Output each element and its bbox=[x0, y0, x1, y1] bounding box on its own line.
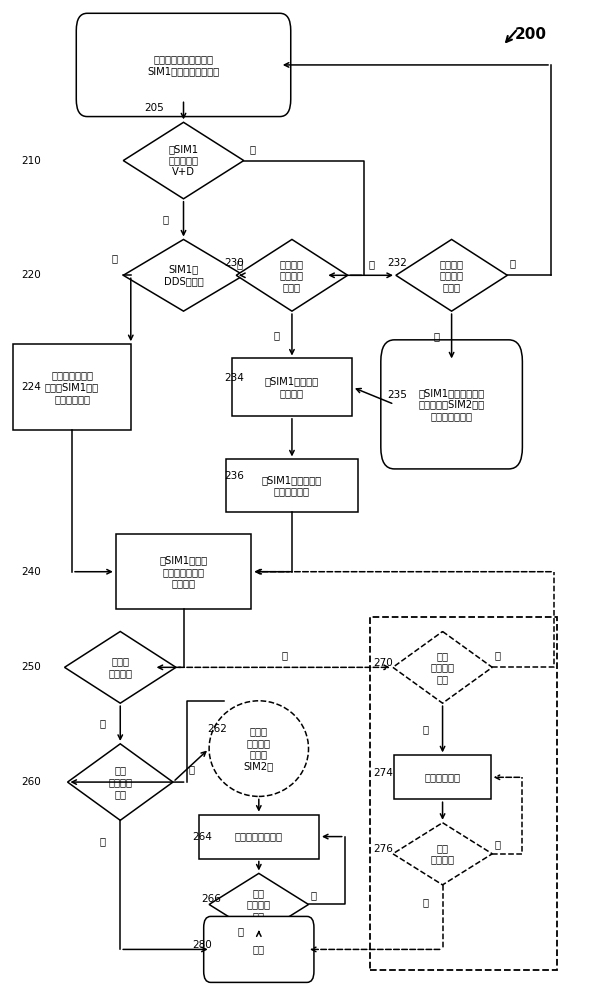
Text: 维持语音呼叫: 维持语音呼叫 bbox=[424, 772, 461, 782]
Text: 是: 是 bbox=[274, 330, 280, 340]
Polygon shape bbox=[393, 631, 492, 703]
Text: 是: 是 bbox=[434, 331, 440, 341]
Text: 266: 266 bbox=[202, 894, 221, 904]
Text: 260: 260 bbox=[21, 777, 41, 787]
Text: 280: 280 bbox=[193, 940, 212, 950]
Text: 自动动态
数据服务
可用？: 自动动态 数据服务 可用？ bbox=[280, 259, 304, 292]
Text: 210: 210 bbox=[21, 156, 41, 166]
Text: 否: 否 bbox=[369, 259, 375, 269]
Text: 选择手动
动态数据
服务？: 选择手动 动态数据 服务？ bbox=[440, 259, 463, 292]
Text: 数据
服务会话
结束: 数据 服务会话 结束 bbox=[430, 651, 455, 684]
Text: 否: 否 bbox=[282, 650, 288, 660]
Text: 200: 200 bbox=[515, 27, 547, 42]
Text: 结束
语音呼叫: 结束 语音呼叫 bbox=[430, 843, 455, 865]
Text: 230: 230 bbox=[224, 258, 244, 268]
Polygon shape bbox=[237, 239, 348, 311]
Text: 是: 是 bbox=[238, 926, 244, 936]
Text: 234: 234 bbox=[224, 373, 244, 383]
Text: 235: 235 bbox=[387, 390, 407, 400]
Bar bbox=[199, 815, 319, 859]
Polygon shape bbox=[123, 239, 244, 311]
Text: 250: 250 bbox=[21, 662, 41, 672]
Polygon shape bbox=[209, 873, 308, 936]
Text: 是: 是 bbox=[162, 214, 168, 224]
Text: 在SIM1上维持
语音呼叫和数据
服务会话: 在SIM1上维持 语音呼叫和数据 服务会话 bbox=[159, 555, 207, 588]
Text: 否: 否 bbox=[494, 650, 500, 660]
Text: 270: 270 bbox=[373, 658, 393, 668]
Text: 随同数据服务会
话，在SIM1上连
接到语音呼叫: 随同数据服务会 话，在SIM1上连 接到语音呼叫 bbox=[45, 371, 99, 404]
Text: 在数据服务会话期间在
SIM1上的语音呼叫接收: 在数据服务会话期间在 SIM1上的语音呼叫接收 bbox=[148, 54, 219, 76]
Text: 224: 224 bbox=[21, 382, 41, 392]
Text: 205: 205 bbox=[144, 103, 164, 113]
Text: 262: 262 bbox=[207, 724, 227, 734]
Text: 结束
数据服务
会话: 结束 数据服务 会话 bbox=[247, 888, 271, 921]
Text: 在SIM1上连接到语音
呼叫，或在SIM2上维
持数据服务会话: 在SIM1上连接到语音 呼叫，或在SIM2上维 持数据服务会话 bbox=[418, 388, 485, 421]
Bar bbox=[370, 617, 557, 970]
Text: 276: 276 bbox=[373, 844, 393, 854]
Text: 否: 否 bbox=[494, 839, 500, 849]
Text: 236: 236 bbox=[224, 471, 244, 481]
Text: 否: 否 bbox=[509, 258, 515, 268]
Text: 否: 否 bbox=[250, 144, 256, 154]
Text: 是: 是 bbox=[111, 253, 117, 263]
Text: 是: 是 bbox=[423, 724, 429, 734]
Text: 在SIM1上重新建立
数据服务会话: 在SIM1上重新建立 数据服务会话 bbox=[262, 475, 322, 496]
Text: 否: 否 bbox=[310, 890, 316, 900]
Bar bbox=[116, 534, 251, 609]
Polygon shape bbox=[396, 239, 507, 311]
FancyBboxPatch shape bbox=[381, 340, 522, 469]
FancyBboxPatch shape bbox=[204, 916, 314, 982]
Text: 结束: 结束 bbox=[253, 944, 265, 954]
Polygon shape bbox=[123, 122, 244, 199]
Polygon shape bbox=[67, 744, 173, 820]
Bar bbox=[232, 358, 352, 416]
Text: 是: 是 bbox=[423, 897, 429, 907]
Text: 264: 264 bbox=[193, 832, 212, 842]
Text: 在SIM1上连接到
语音呼叫: 在SIM1上连接到 语音呼叫 bbox=[265, 376, 319, 398]
Text: 数据
服务会话
结束: 数据 服务会话 结束 bbox=[108, 765, 133, 799]
Text: 语音呼
叫结束？: 语音呼 叫结束？ bbox=[108, 657, 133, 678]
Text: 维持数据服务会话: 维持数据服务会话 bbox=[235, 832, 283, 842]
Text: 232: 232 bbox=[387, 258, 407, 268]
Bar bbox=[13, 344, 131, 430]
Text: 在SIM1
上同时支持
V+D: 在SIM1 上同时支持 V+D bbox=[168, 144, 199, 177]
Text: SIM1是
DDS预订？: SIM1是 DDS预订？ bbox=[164, 264, 204, 286]
Text: 220: 220 bbox=[21, 270, 41, 280]
FancyBboxPatch shape bbox=[76, 13, 291, 117]
Bar bbox=[226, 459, 358, 512]
Bar bbox=[395, 755, 491, 799]
Text: 是: 是 bbox=[99, 836, 105, 846]
Text: 将数据
服务会话
切换到
SIM2？: 将数据 服务会话 切换到 SIM2？ bbox=[244, 726, 274, 771]
Text: 否: 否 bbox=[237, 259, 243, 269]
Polygon shape bbox=[393, 823, 492, 885]
Ellipse shape bbox=[209, 701, 308, 796]
Text: 否: 否 bbox=[188, 765, 194, 775]
Polygon shape bbox=[64, 631, 176, 703]
Text: 274: 274 bbox=[373, 768, 393, 778]
Text: 240: 240 bbox=[21, 567, 41, 577]
Text: 是: 是 bbox=[99, 719, 105, 729]
